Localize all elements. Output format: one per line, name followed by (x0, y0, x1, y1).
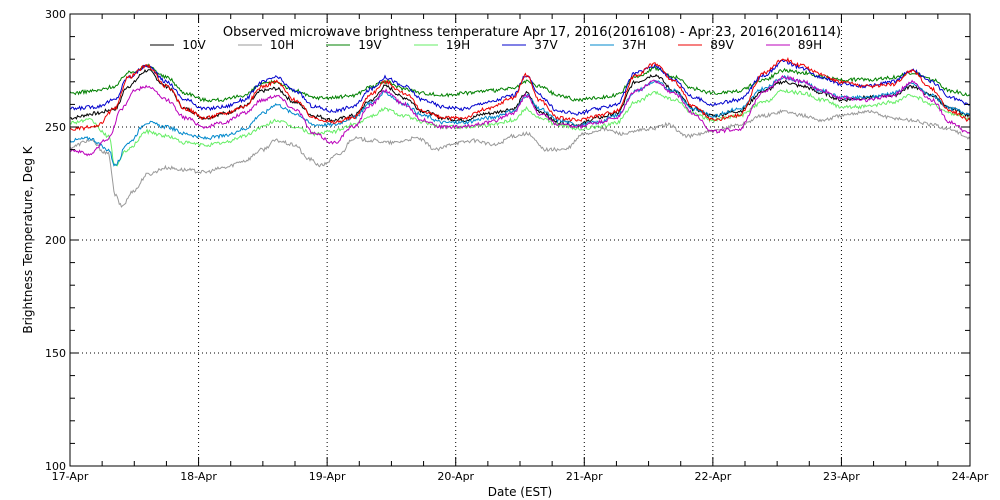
x-tick-label: 18-Apr (180, 470, 217, 483)
legend-label: 19V (358, 38, 382, 52)
y-tick-label: 150 (45, 347, 66, 360)
chart-title: Observed microwave brightness temperatur… (223, 25, 841, 40)
x-tick-label: 19-Apr (309, 470, 346, 483)
y-axis-label: Brightness Temperature, Deg K (21, 145, 35, 333)
grid (70, 14, 970, 466)
x-tick-label: 24-Apr (952, 470, 989, 483)
x-tick-label: 17-Apr (52, 470, 89, 483)
y-tick-label: 100 (45, 460, 66, 473)
y-tick-label: 300 (45, 8, 66, 21)
legend-label: 37H (622, 38, 646, 52)
x-tick-label: 21-Apr (566, 470, 603, 483)
x-tick-label: 23-Apr (823, 470, 860, 483)
series-line-37V (69, 59, 971, 116)
y-tick-label: 200 (45, 234, 66, 247)
legend-label: 37V (534, 38, 558, 52)
series-group (69, 57, 971, 208)
series-line-89H (69, 75, 971, 157)
legend-label: 19H (446, 38, 470, 52)
y-tick-label: 250 (45, 121, 66, 134)
x-axis: 17-Apr 18-Apr 19-Apr 20-Apr 21-Apr 22-Apr 23-A… (52, 14, 989, 483)
legend-label: 89H (798, 38, 822, 52)
legend: 10V 10H 19V 19H 37V 37H 89V 89H (150, 38, 822, 52)
legend-label: 10V (182, 38, 206, 52)
series-line-10H (69, 109, 971, 208)
y-axis: 100 150 200 250 300 (45, 8, 970, 473)
legend-label: 89V (710, 38, 734, 52)
series-line-37H (69, 74, 971, 167)
series-line-19H (69, 88, 971, 167)
x-tick-label: 20-Apr (437, 470, 474, 483)
series-line-10V (69, 69, 971, 128)
x-tick-label: 22-Apr (694, 470, 731, 483)
legend-label: 10H (270, 38, 294, 52)
series-line-89V (69, 57, 971, 132)
x-axis-label: Date (EST) (488, 485, 552, 499)
